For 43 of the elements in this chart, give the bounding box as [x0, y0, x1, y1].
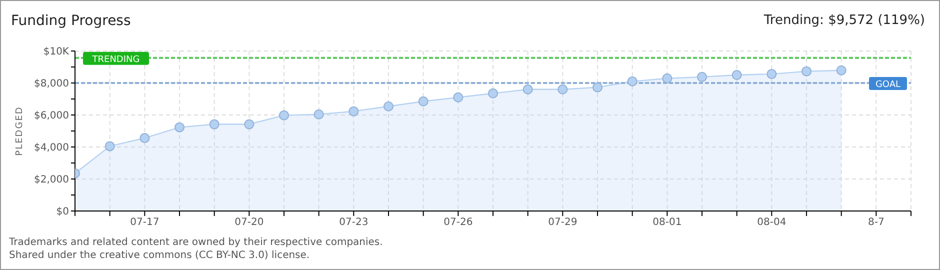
point — [802, 66, 812, 76]
x-tick-label: 07-26 — [444, 217, 473, 228]
x-tick-label: 07-20 — [234, 217, 264, 228]
y-tick-label: $2,000 — [34, 174, 69, 186]
point — [384, 101, 394, 112]
chart-title: Funding Progress — [11, 13, 131, 29]
point — [732, 70, 742, 80]
x-tick-label: 08-01 — [652, 217, 682, 228]
point — [836, 65, 846, 76]
point — [279, 110, 289, 120]
y-tick-label: $4,000 — [34, 142, 69, 154]
point — [348, 106, 359, 116]
text: Trademarks and related content are owned by their respective companies. — [9, 237, 383, 248]
ref-line-label: TRENDING — [91, 54, 140, 65]
x-tick-label: 07-23 — [339, 217, 368, 228]
point — [662, 73, 672, 84]
point — [627, 76, 638, 86]
text: Shared under the creative commons (CC BY-NC 3.0) license. — [9, 250, 310, 261]
point — [209, 119, 220, 130]
x-tick-label: 8-7 — [868, 217, 884, 228]
x-tick-label: 08-04 — [757, 217, 786, 228]
point — [522, 84, 533, 94]
point — [558, 84, 568, 94]
y-tick-label: $0 — [56, 206, 69, 218]
point — [453, 92, 464, 102]
y-tick-label: $6,000 — [34, 110, 69, 122]
y-axis-title: PLEDGED — [15, 106, 26, 156]
point — [418, 96, 428, 106]
ref-line-label: GOAL — [875, 80, 901, 90]
point — [244, 119, 254, 130]
x-tick-label: 07-17 — [130, 217, 160, 228]
x-tick-label: 07-29 — [548, 217, 578, 228]
point — [140, 133, 150, 144]
point — [174, 122, 184, 132]
point — [104, 141, 115, 152]
point — [314, 109, 324, 120]
point — [697, 72, 707, 82]
point — [488, 88, 498, 98]
y-tick-label: $8,000 — [34, 78, 69, 90]
point — [766, 69, 777, 80]
y-tick-label: $10K — [43, 46, 70, 58]
point — [592, 82, 602, 92]
text: Trending: $9,572 (119%) — [764, 13, 925, 28]
